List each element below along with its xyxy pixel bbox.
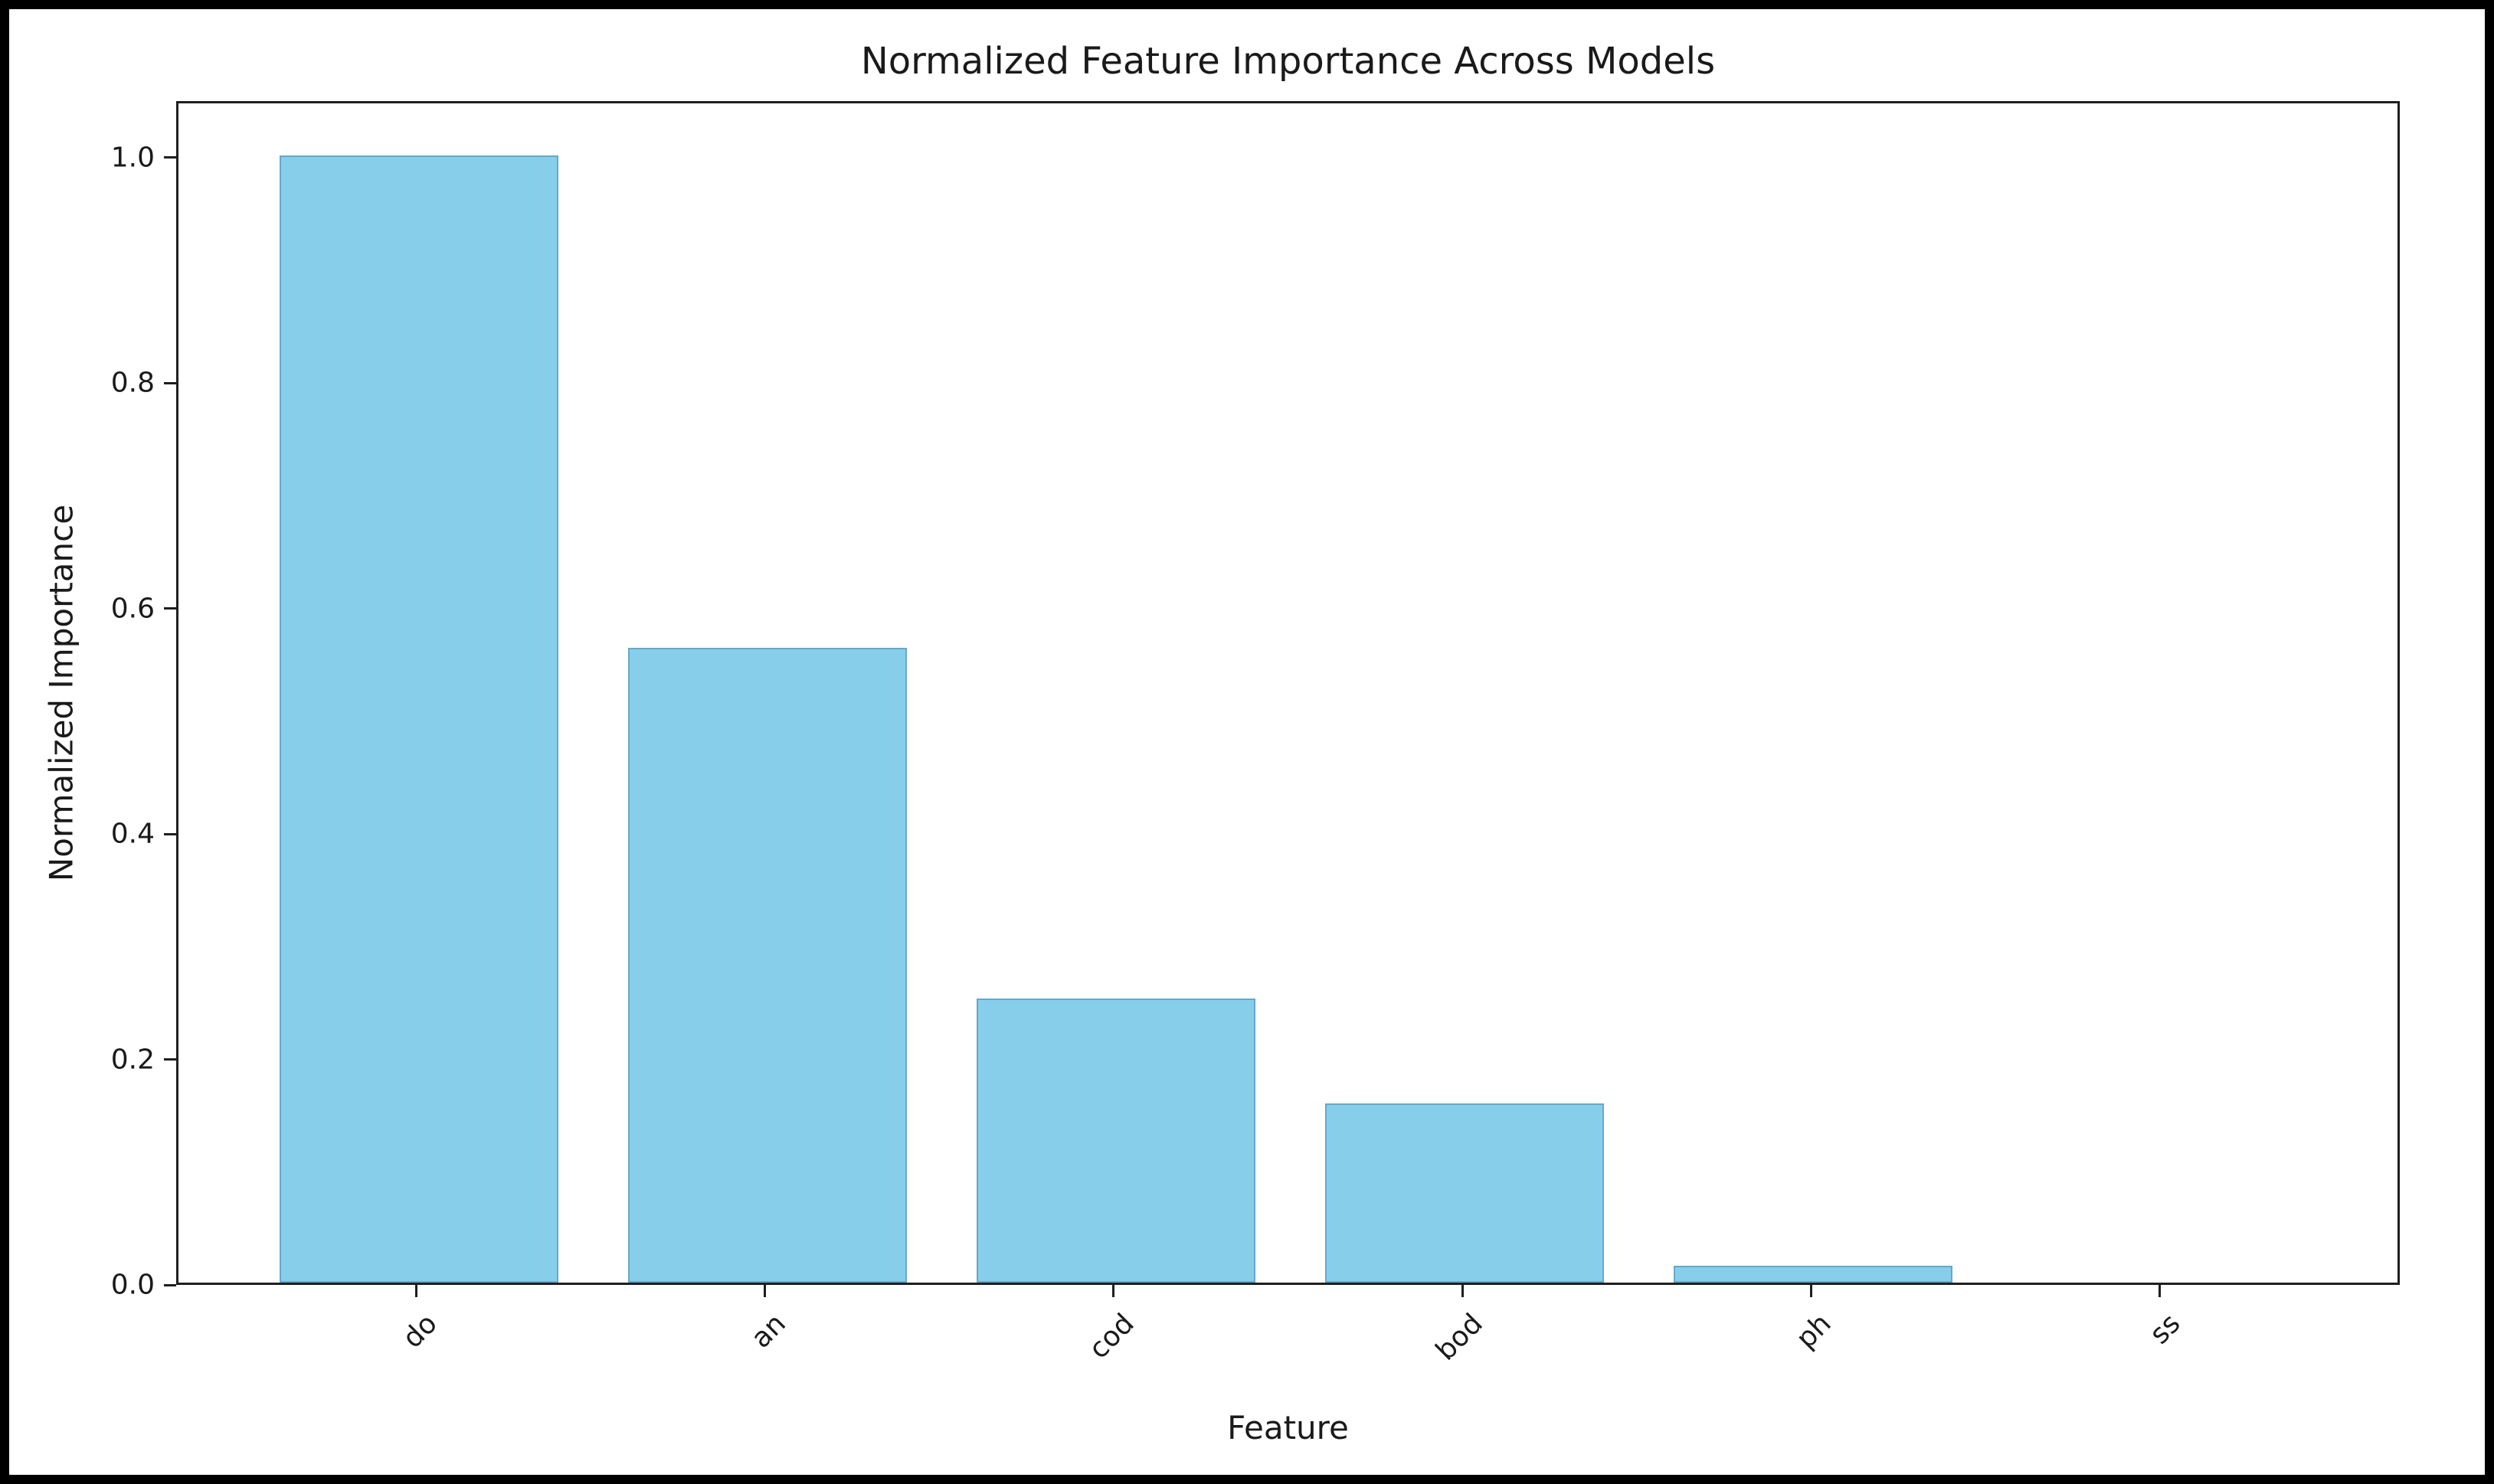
bar-bod — [1325, 1103, 1604, 1283]
y-tick-label: 0.6 — [110, 593, 155, 625]
y-tick-label: 0.0 — [110, 1269, 155, 1301]
y-tick-mark — [164, 832, 176, 835]
x-tick-label-ss: ss — [2143, 1308, 2187, 1351]
y-tick-mark — [164, 1283, 176, 1286]
bar-ph — [1674, 1265, 1953, 1283]
x-tick-label-ph: ph — [1790, 1308, 1838, 1355]
bar-do — [279, 155, 558, 1283]
x-tick-mark — [764, 1285, 767, 1297]
y-tick-mark — [164, 1058, 176, 1061]
y-tick-label: 0.8 — [110, 367, 155, 399]
y-tick-mark — [164, 607, 176, 610]
x-tick-label-cod: cod — [1083, 1308, 1141, 1365]
plot-area — [176, 101, 2400, 1285]
chart-title: Normalized Feature Importance Across Mod… — [860, 40, 1716, 83]
bar-cod — [976, 998, 1255, 1283]
y-tick-mark — [164, 156, 176, 159]
x-tick-label-do: do — [397, 1308, 443, 1355]
x-tick-label-bod: bod — [1430, 1308, 1489, 1367]
x-tick-mark — [2158, 1285, 2161, 1297]
y-tick-label: 0.4 — [110, 818, 155, 850]
y-tick-mark — [164, 381, 176, 384]
x-tick-label-an: an — [745, 1308, 792, 1355]
bar-an — [627, 648, 907, 1283]
x-tick-mark — [415, 1285, 418, 1297]
y-tick-label: 1.0 — [110, 142, 155, 174]
x-axis-label: Feature — [1227, 1409, 1349, 1446]
y-tick-label: 0.2 — [110, 1044, 155, 1076]
x-tick-mark — [1809, 1285, 1812, 1297]
y-axis-label: Normalized Importance — [42, 504, 80, 882]
x-tick-mark — [1461, 1285, 1464, 1297]
x-tick-mark — [1112, 1285, 1115, 1297]
